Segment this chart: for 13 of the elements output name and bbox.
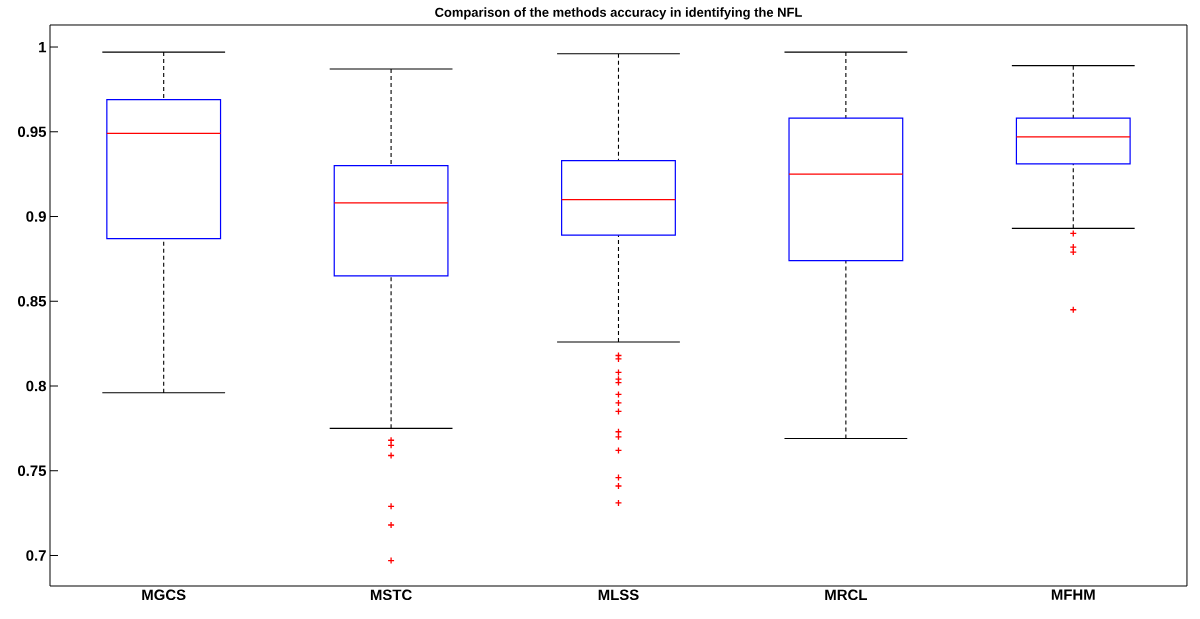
y-tick-label: 0.85	[17, 295, 47, 307]
x-tick-label: MSTC	[370, 589, 412, 601]
x-tick-label: MGCS	[142, 589, 186, 601]
y-tick-label: 0.9	[26, 211, 46, 222]
x-tick-label: MFHM	[1051, 589, 1095, 600]
y-tick-label: 0.95	[17, 126, 47, 138]
x-tick-label: MRCL	[825, 589, 867, 601]
chart-title: Comparison of the methods accuracy in identifying the NFL	[435, 7, 802, 20]
y-tick-label: 0.7	[26, 550, 46, 561]
y-tick-label: 0.75	[17, 465, 47, 477]
y-tick-label: 0.8	[26, 380, 47, 392]
x-tick-label: MLSS	[598, 589, 639, 601]
y-tick-label: 1	[39, 41, 47, 53]
